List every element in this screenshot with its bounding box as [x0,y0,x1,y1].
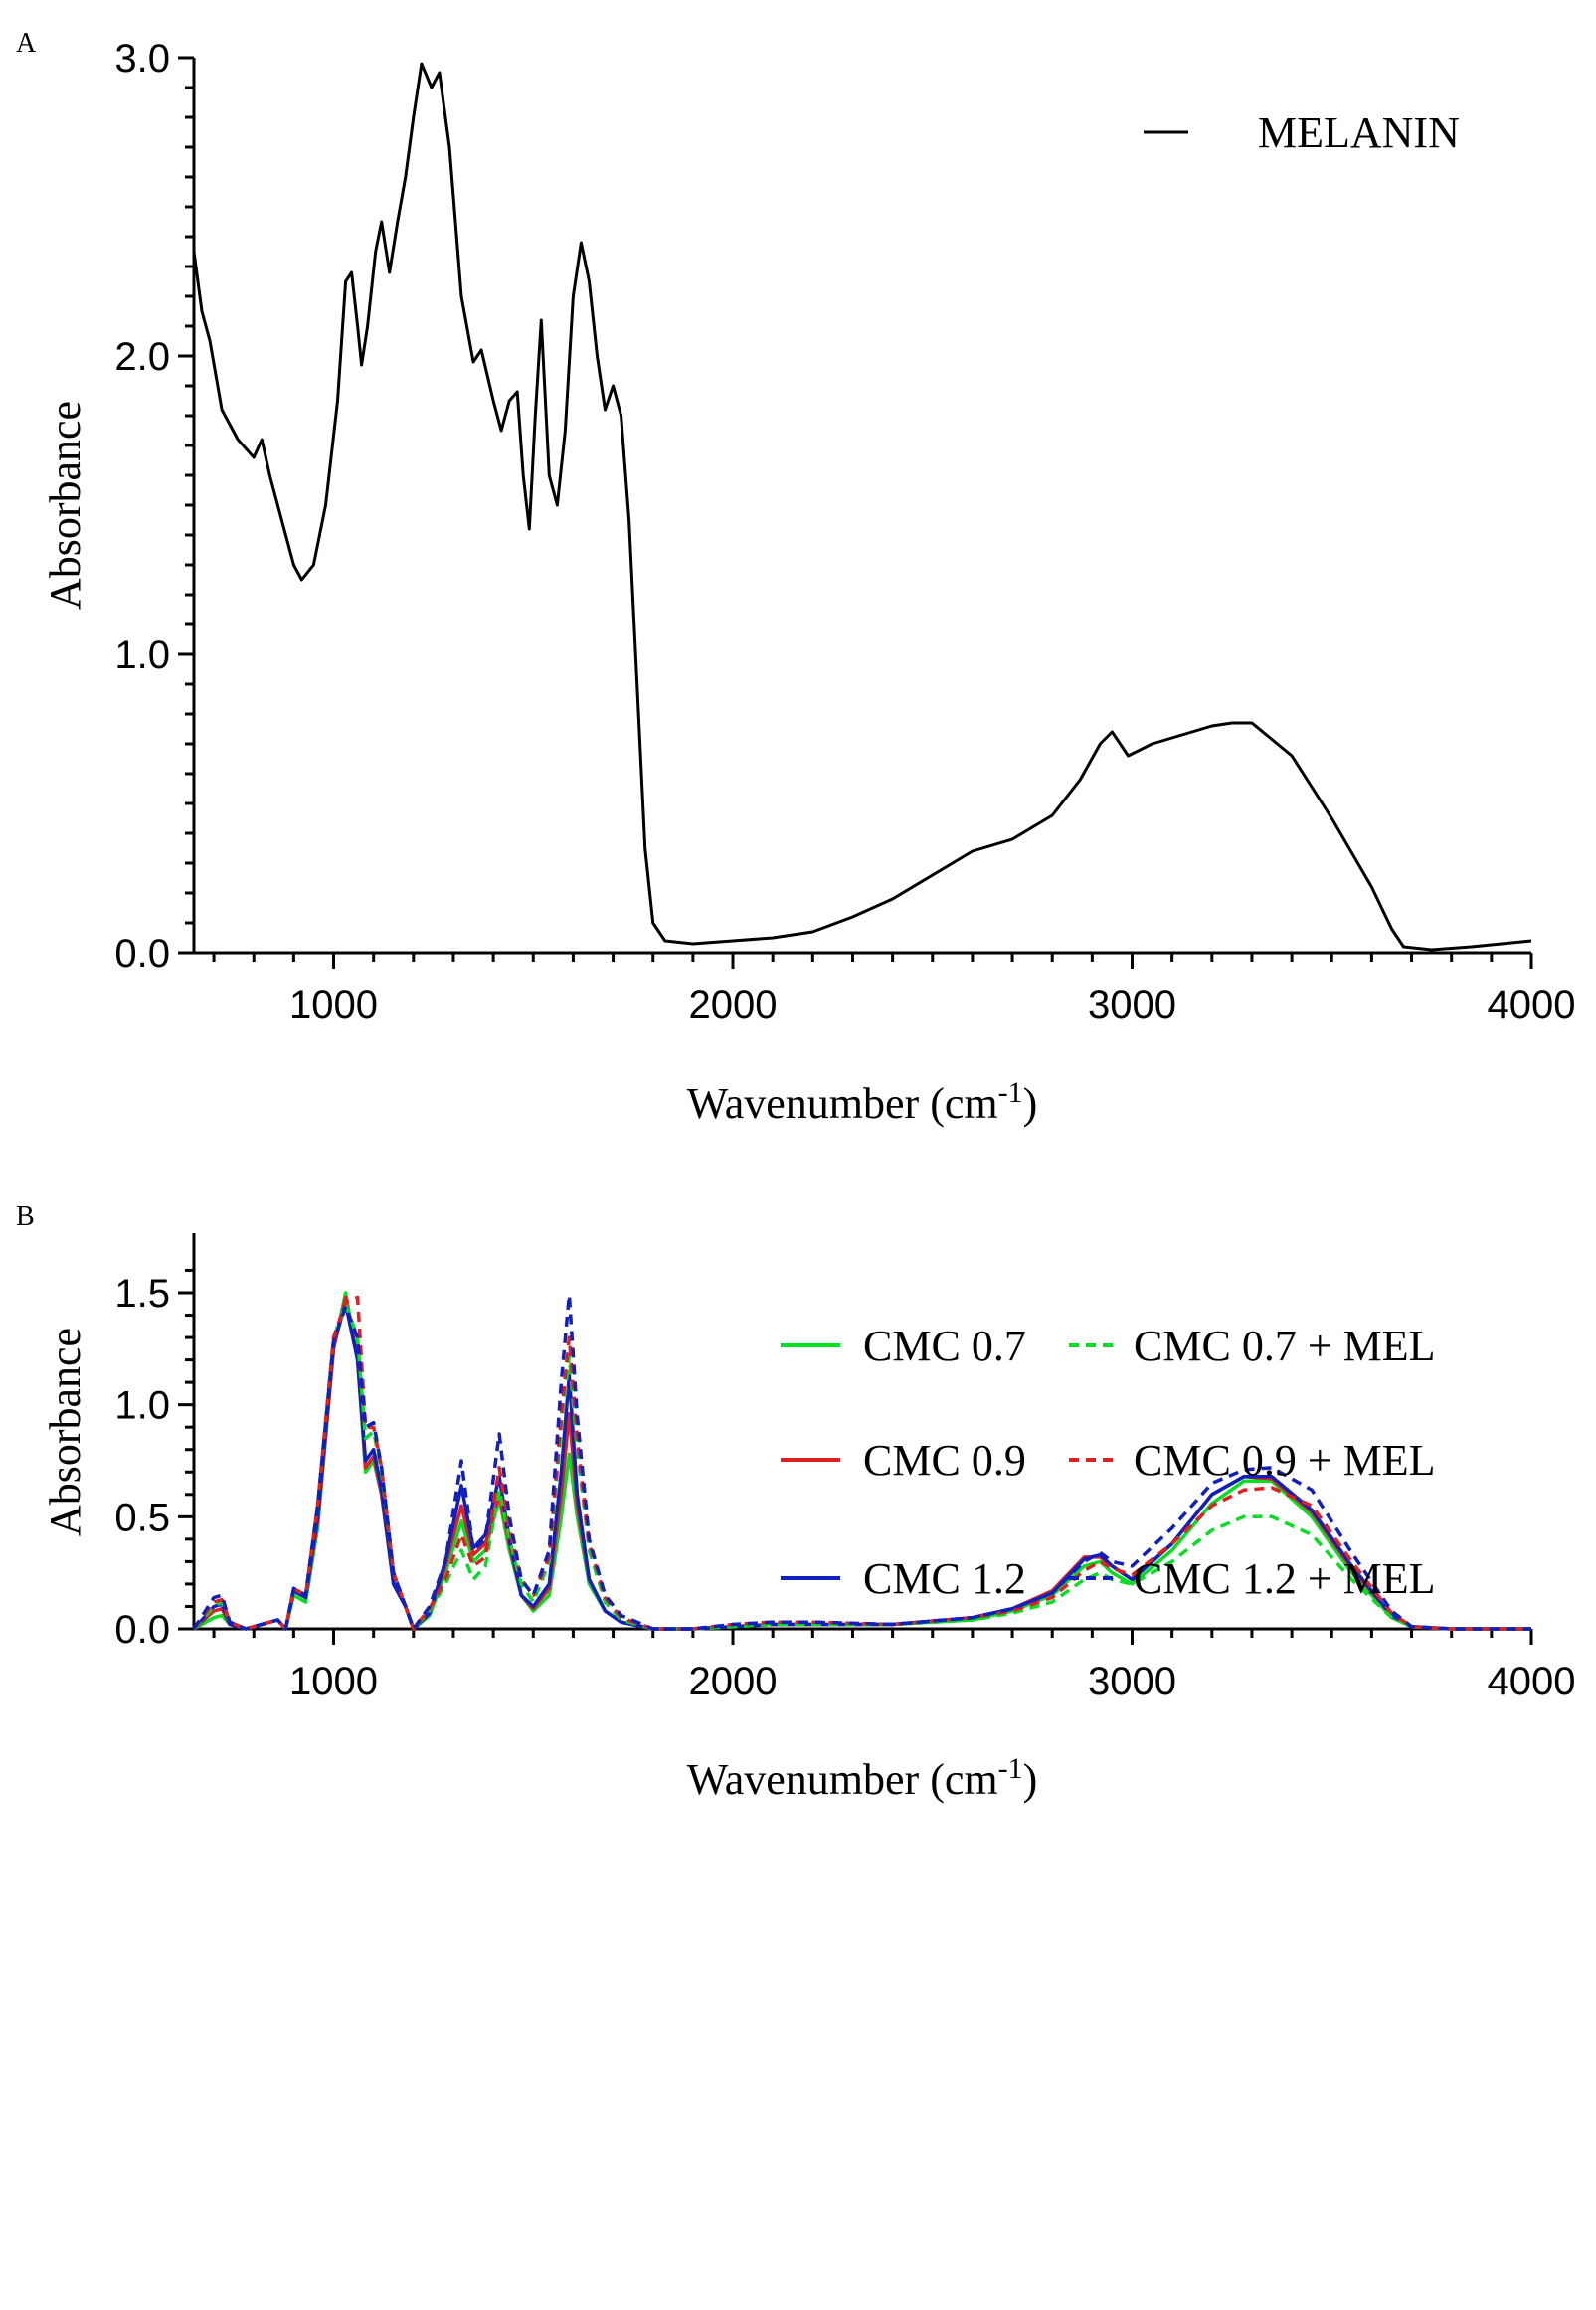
series-line-cmc-0-9-mel [192,1295,1531,1631]
legend-label-cmc07-mel: CMC 0.7 + MEL [1134,1322,1436,1370]
series-line-melanin [192,62,1532,952]
panel-b-y-tick-label: 1.5 [114,1272,170,1316]
panel-b-ticks: 1000 2000 3000 4000 0.0 0.5 1.0 1.5 [114,1268,1576,1703]
panel-b-x-axis-title: Wavenumber (cm-1) [687,1752,1038,1804]
panel-b-x-axis-title-main: Wavenumber (cm [687,1755,998,1804]
panel-a-y-tick-label: 2.0 [114,335,170,379]
panel-a-y-tick-label: 3.0 [114,37,170,81]
panel-b-x-tick-label: 1000 [289,1660,378,1703]
series-line-cmc-1-2-mel [192,1293,1531,1631]
panel-a-x-axis-title-close: ) [1023,1079,1038,1128]
panel-b-y-tick-label: 0.0 [114,1608,170,1652]
legend-label-cmc09: CMC 0.9 [863,1436,1026,1485]
panel-b-x-tick-label: 4000 [1488,1660,1576,1703]
panel-a-x-tick-label: 2000 [689,983,778,1027]
panel-b-y-axis-title: Absorbance [41,1328,89,1536]
panel-b-y-tick-label: 0.5 [114,1496,170,1539]
panel-b-label: B [16,1201,35,1232]
panel-a-label: A [16,28,37,59]
panel-b-legend: CMC 0.7 CMC 0.9 CMC 1.2 CMC 0.7 + MEL CM… [781,1322,1436,1603]
panel-a-legend: MELANIN [1144,108,1460,157]
panel-a-x-tick-label: 4000 [1488,983,1576,1027]
panel-a: A 1000 2000 3000 4000 0.0 1.0 2.0 3.0 Absorbanc… [16,28,1575,1128]
panel-a-series-lines [192,62,1532,952]
panel-b: B 1000 2000 3000 4000 0.0 0.5 1.0 1.5 Absorbanc… [16,1201,1575,1804]
panel-a-x-axis-title: Wavenumber (cm-1) [687,1076,1038,1128]
panel-b-x-axis-title-sup: -1 [998,1752,1023,1785]
panel-a-x-tick-label: 3000 [1088,983,1176,1027]
panel-a-y-tick-label: 1.0 [114,633,170,677]
panel-b-series-lines [192,1291,1531,1631]
legend-label-cmc12: CMC 1.2 [863,1554,1026,1603]
panel-b-y-tick-label: 1.0 [114,1384,170,1428]
panel-a-ticks: 1000 2000 3000 4000 0.0 1.0 2.0 3.0 [114,37,1575,1027]
panel-a-x-axis-title-main: Wavenumber (cm [687,1079,998,1128]
panel-a-y-axis-title: Absorbance [41,401,89,610]
panel-b-x-tick-label: 2000 [689,1660,778,1703]
panel-a-x-axis-title-sup: -1 [998,1076,1023,1109]
panel-a-x-tick-label: 1000 [289,983,378,1027]
legend-label-cmc12-mel: CMC 1.2 + MEL [1134,1554,1436,1603]
legend-label-cmc07: CMC 0.7 [863,1322,1026,1370]
legend-label-melanin: MELANIN [1258,108,1460,157]
panel-b-x-tick-label: 3000 [1088,1660,1176,1703]
panel-a-y-tick-label: 0.0 [114,932,170,976]
panel-b-x-axis-title-close: ) [1023,1755,1038,1804]
legend-label-cmc09-mel: CMC 0.9 + MEL [1134,1436,1436,1485]
